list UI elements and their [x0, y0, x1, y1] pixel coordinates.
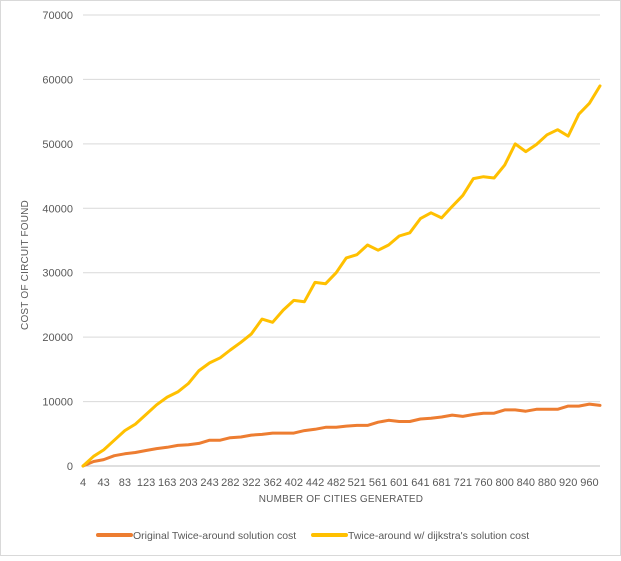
x-axis-title: NUMBER OF CITIES GENERATED: [259, 494, 423, 505]
x-tick-label: 800: [495, 477, 513, 489]
y-tick-label: 30000: [42, 268, 73, 280]
x-tick-label: 362: [263, 477, 281, 489]
x-tick-label: 601: [390, 477, 408, 489]
x-tick-label: 721: [454, 477, 472, 489]
x-tick-label: 960: [580, 477, 598, 489]
y-axis-title: COST OF CIRCUIT FOUND: [20, 200, 31, 330]
legend: Original Twice-around solution cost Twic…: [96, 530, 529, 542]
x-tick-label: 163: [158, 477, 176, 489]
x-tick-label: 442: [306, 477, 324, 489]
y-tick-label: 40000: [42, 203, 73, 215]
x-tick-label: 83: [119, 477, 131, 489]
x-tick-label: 641: [411, 477, 429, 489]
y-tick-label: 70000: [42, 10, 73, 22]
x-tick-label: 561: [369, 477, 387, 489]
series-lines: [81, 84, 602, 468]
x-tick-label: 243: [200, 477, 218, 489]
x-tick-label: 123: [137, 477, 155, 489]
y-axis-ticks: 0 10000 20000 30000 40000 50000 60000 70000: [42, 10, 73, 473]
x-tick-label: 43: [98, 477, 110, 489]
series-line-original: [81, 402, 602, 468]
x-axis-ticks: 4 43 83 123 163 203 243 282 322 362 402 442 482 521 56…: [80, 477, 599, 489]
x-tick-label: 203: [179, 477, 197, 489]
x-tick-label: 760: [474, 477, 492, 489]
x-tick-label: 482: [327, 477, 345, 489]
x-tick-label: 920: [559, 477, 577, 489]
series-line-dijkstra: [81, 84, 602, 468]
x-tick-label: 681: [432, 477, 450, 489]
y-tick-label: 60000: [42, 74, 73, 86]
x-tick-label: 282: [221, 477, 239, 489]
y-tick-label: 20000: [42, 332, 73, 344]
legend-label-dijkstra: Twice-around w/ dijkstra's solution cost: [348, 530, 529, 542]
gridlines: [83, 14, 600, 467]
y-tick-label: 0: [67, 461, 73, 473]
y-tick-label: 10000: [42, 397, 73, 409]
x-tick-label: 402: [285, 477, 303, 489]
legend-label-original: Original Twice-around solution cost: [133, 530, 296, 542]
x-tick-label: 840: [517, 477, 535, 489]
y-tick-label: 50000: [42, 139, 73, 151]
x-tick-label: 322: [242, 477, 260, 489]
x-tick-label: 880: [538, 477, 556, 489]
x-tick-label: 4: [80, 477, 86, 489]
x-tick-label: 521: [348, 477, 366, 489]
